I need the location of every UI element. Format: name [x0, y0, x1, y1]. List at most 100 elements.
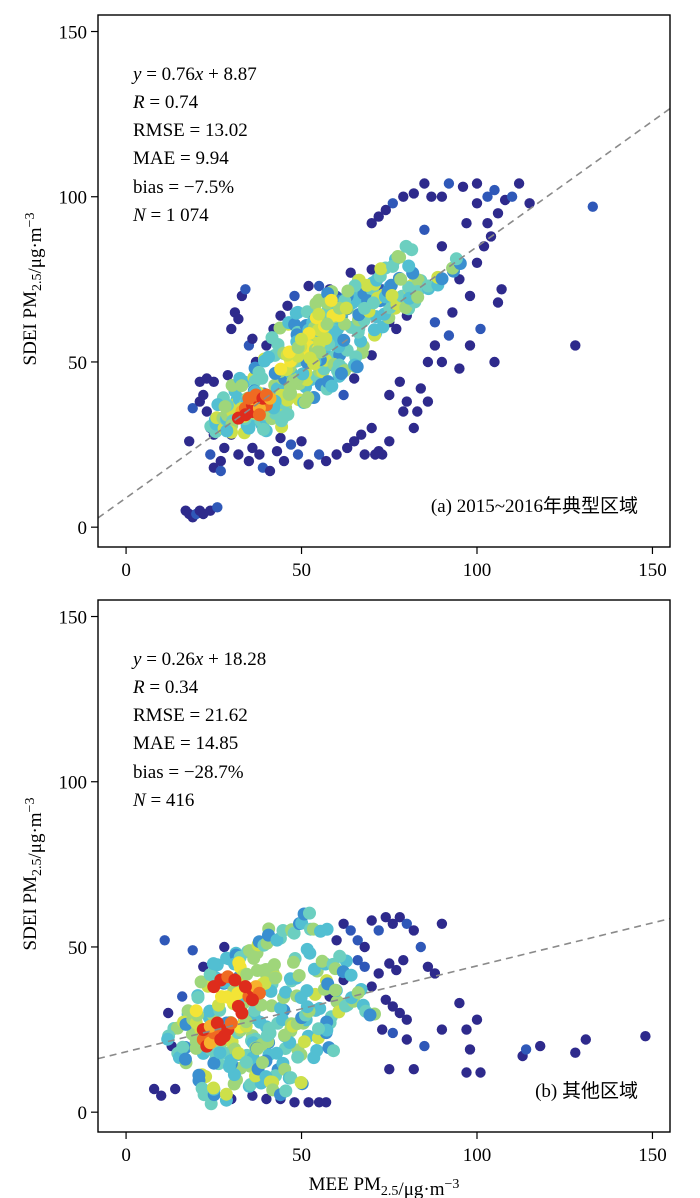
panel-b-y-axis-title: SDEI PM2.5/μg·m−3	[20, 798, 46, 951]
data-point	[189, 1004, 203, 1018]
data-point	[187, 945, 198, 956]
data-point	[235, 379, 249, 393]
data-point	[312, 307, 326, 321]
data-point	[264, 465, 276, 477]
data-point	[163, 1007, 174, 1019]
data-point	[310, 1044, 324, 1057]
data-point	[489, 184, 500, 196]
data-point	[411, 290, 425, 304]
data-point	[356, 429, 367, 440]
data-point	[587, 201, 598, 212]
data-point	[366, 981, 377, 992]
data-point	[320, 455, 332, 467]
data-point	[471, 1014, 483, 1025]
data-point	[464, 340, 476, 351]
data-point	[281, 407, 295, 421]
data-point	[387, 1027, 398, 1039]
data-point	[475, 1067, 486, 1078]
data-point	[285, 439, 297, 450]
data-point	[191, 991, 205, 1004]
data-point	[300, 984, 314, 998]
data-point	[220, 424, 234, 438]
data-point	[429, 317, 441, 328]
panel-b-label: (b) 其他区域	[535, 1080, 638, 1102]
data-point	[391, 323, 402, 335]
stat-line: MAE = 14.85	[133, 733, 238, 754]
data-point	[203, 1036, 217, 1050]
data-point	[187, 403, 198, 414]
data-point	[394, 912, 405, 923]
data-point	[254, 449, 265, 460]
data-point	[380, 994, 391, 1005]
data-point	[233, 313, 244, 325]
data-point	[352, 935, 363, 946]
data-point	[436, 918, 448, 929]
data-point	[394, 376, 405, 387]
stat-line: bias = −7.5%	[133, 177, 234, 198]
data-point	[429, 968, 441, 979]
data-point	[520, 1044, 532, 1055]
x-tick-label: 100	[463, 1145, 492, 1166]
data-point	[210, 1016, 224, 1030]
stat-line: R = 0.34	[132, 677, 199, 698]
y-tick-label: 50	[68, 938, 87, 959]
data-point	[262, 1021, 276, 1035]
data-point	[320, 317, 334, 331]
data-point	[513, 178, 525, 189]
data-point	[401, 396, 412, 407]
data-point	[270, 1046, 284, 1060]
data-point	[292, 449, 304, 460]
data-point	[207, 1056, 221, 1070]
data-point	[247, 442, 258, 454]
data-point	[359, 961, 370, 972]
stat-line: N = 1 074	[132, 205, 209, 226]
data-point	[198, 389, 209, 401]
data-point	[535, 1040, 546, 1052]
data-point	[219, 442, 230, 454]
data-point	[212, 502, 223, 513]
stat-line: y = 0.26x + 18.28	[131, 649, 266, 670]
data-point	[345, 267, 356, 278]
data-point	[282, 300, 293, 311]
data-point	[313, 449, 325, 460]
data-point	[325, 379, 339, 393]
data-point	[401, 918, 412, 929]
panel-a-y-axis-title: SDEI PM2.5/μg·m−3	[20, 213, 46, 366]
data-point	[219, 1087, 233, 1101]
data-point	[342, 442, 353, 454]
data-point	[482, 218, 493, 229]
data-point	[228, 973, 242, 987]
y-tick-label: 150	[59, 23, 88, 44]
data-point	[394, 1007, 405, 1019]
data-point	[349, 373, 360, 384]
data-point	[279, 1084, 293, 1098]
y-tick-label: 50	[68, 353, 87, 374]
data-point	[373, 211, 384, 222]
data-point	[471, 257, 483, 268]
stat-line: y = 0.76x + 8.87	[131, 64, 257, 85]
data-point	[297, 1035, 311, 1049]
data-point	[436, 241, 448, 252]
data-point	[296, 436, 307, 447]
data-point	[313, 280, 325, 292]
data-point	[580, 1034, 591, 1045]
data-point	[287, 955, 300, 969]
data-point	[198, 961, 209, 972]
data-point	[461, 1067, 472, 1078]
data-point	[387, 1001, 398, 1012]
data-point	[275, 310, 286, 321]
data-point	[250, 1042, 264, 1056]
data-point	[329, 983, 342, 997]
data-point	[291, 1050, 305, 1064]
data-point	[374, 262, 388, 276]
data-point	[359, 449, 370, 460]
data-point	[252, 408, 266, 422]
data-point	[314, 924, 327, 938]
data-point	[399, 239, 413, 253]
data-point	[247, 1090, 258, 1101]
panel-b-scatter-plot: 0 50 100 150 0 50 100 150 SDEI PM2.5/μg·m−3 MEE…	[20, 599, 671, 1198]
data-point	[226, 323, 237, 335]
data-point	[294, 332, 308, 346]
data-point	[570, 1047, 581, 1058]
